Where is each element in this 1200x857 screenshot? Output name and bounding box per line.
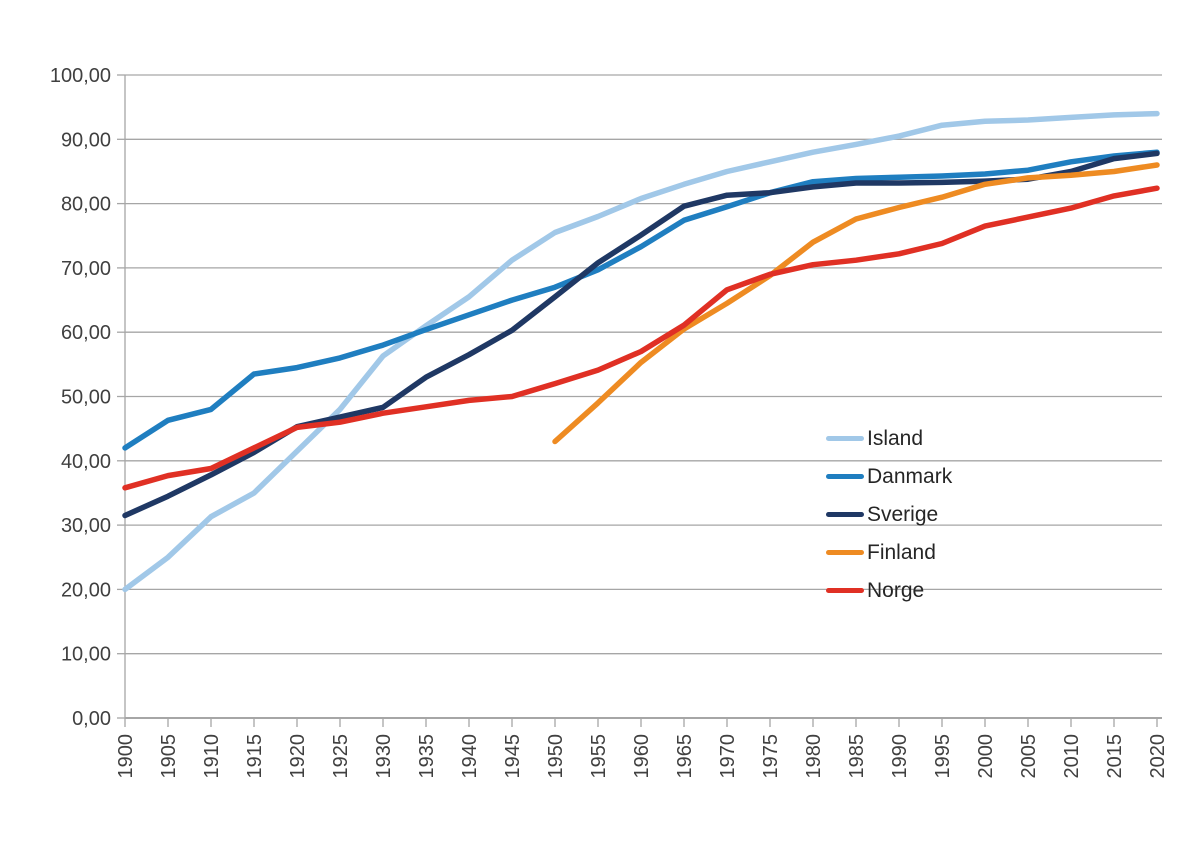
series-line-danmark (122, 149, 1160, 451)
x-tick-label: 1905 (158, 734, 180, 779)
x-tick-label: 1980 (803, 734, 825, 779)
y-tick-label: 80,00 (61, 194, 111, 216)
x-tick-label: 1900 (115, 734, 137, 779)
x-tick-label: 1935 (416, 734, 438, 779)
y-tick-label: 100,00 (50, 65, 111, 87)
x-tick-label: 1940 (459, 734, 481, 779)
x-tick-label: 2000 (975, 734, 997, 779)
y-tick-label: 20,00 (61, 579, 111, 601)
legend-swatch-danmark (826, 473, 864, 479)
x-tick-label: 1955 (588, 734, 610, 779)
x-tick-label: 2020 (1147, 734, 1169, 779)
y-tick-label: 90,00 (61, 129, 111, 151)
series-line-norge (122, 185, 1160, 491)
x-tick-label: 1985 (846, 734, 868, 779)
legend-label: Finland (867, 540, 936, 564)
legend-swatch-norge (826, 587, 864, 593)
y-tick-label: 60,00 (61, 322, 111, 344)
series-line-finland (552, 162, 1160, 445)
y-tick-label: 10,00 (61, 644, 111, 666)
x-tick-label: 1910 (201, 734, 223, 779)
y-tick-label: 0,00 (72, 708, 111, 730)
x-tick-label: 1915 (244, 734, 266, 779)
x-tick-label: 2005 (1018, 734, 1040, 779)
x-tick-label: 2015 (1104, 734, 1126, 779)
x-tick-label: 1925 (330, 734, 352, 779)
legend-swatch-finland (826, 549, 864, 555)
legend-item-norge: Norge (826, 571, 952, 609)
legend: Island Danmark Sverige Finland Norge (826, 419, 952, 609)
x-tick-label: 1965 (674, 734, 696, 779)
legend-label: Danmark (867, 464, 953, 488)
series-line-island (122, 110, 1160, 593)
x-tick-label: 1995 (932, 734, 954, 779)
x-tick-label: 2010 (1061, 734, 1083, 779)
y-tick-label: 70,00 (61, 258, 111, 280)
x-tick-label: 1950 (545, 734, 567, 779)
x-tick-label: 1975 (760, 734, 782, 779)
legend-item-danmark: Danmark (826, 457, 952, 495)
x-tick-label: 1970 (717, 734, 739, 779)
y-tick-label: 30,00 (61, 515, 111, 537)
legend-swatch-island (826, 435, 864, 441)
legend-swatch-sverige (826, 511, 864, 517)
x-tick-label: 1930 (373, 734, 395, 779)
x-tick-label: 1920 (287, 734, 309, 779)
legend-item-sverige: Sverige (826, 495, 952, 533)
legend-label: Sverige (867, 502, 939, 526)
x-tick-label: 1960 (631, 734, 653, 779)
legend-item-island: Island (826, 419, 952, 457)
x-tick-label: 1945 (502, 734, 524, 779)
y-tick-label: 40,00 (61, 451, 111, 473)
y-tick-label: 50,00 (61, 387, 111, 409)
x-tick-label: 1990 (889, 734, 911, 779)
legend-item-finland: Finland (826, 533, 952, 571)
legend-label: Island (867, 426, 924, 450)
legend-label: Norge (867, 578, 925, 602)
